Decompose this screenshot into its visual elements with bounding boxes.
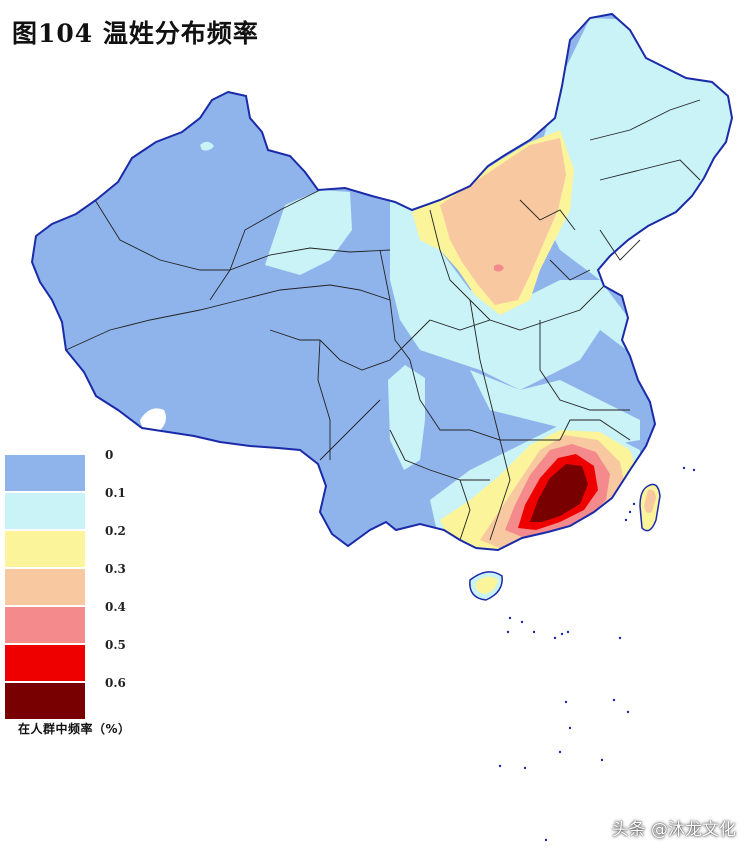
- watermark: 头条 @沐龙文化: [611, 820, 736, 840]
- south-sea-islands: [498, 466, 696, 842]
- zone-north-light: [390, 200, 640, 390]
- legend-caption: 在人群中频率（%）: [18, 722, 131, 736]
- zone-south-darkred: [530, 464, 588, 522]
- zone-north-pink-spot: [494, 264, 504, 272]
- legend-swatch-6: [5, 683, 85, 719]
- national-border: [30, 12, 734, 552]
- legend-label-5: 0.5: [105, 638, 126, 652]
- map-title: 图104 温姓分布频率: [12, 19, 259, 48]
- legend-label-0: 0: [105, 448, 114, 462]
- zone-innermongolia-light: [265, 190, 352, 275]
- legend-swatch-2: [5, 531, 85, 567]
- legend-label-4: 0.4: [105, 600, 126, 614]
- lake-qinghai: [140, 408, 166, 433]
- hainan-yellow: [475, 576, 498, 594]
- legend-label-2: 0.2: [105, 524, 126, 538]
- legend-label-6: 0.6: [105, 676, 126, 690]
- legend-label-3: 0.3: [105, 562, 126, 576]
- legend-swatch-0: [5, 455, 85, 491]
- taiwan-orange: [644, 489, 656, 514]
- legend-swatch-1: [5, 493, 85, 529]
- legend-swatch-3: [5, 569, 85, 605]
- frequency-legend: 0 0.1 0.2 0.3 0.4 0.5 0.6: [5, 448, 155, 719]
- province-borders: [65, 99, 701, 541]
- zone-central-light: [470, 370, 640, 445]
- zone-north-orange: [440, 138, 566, 305]
- legend-label-1: 0.1: [105, 486, 126, 500]
- legend-swatch-5: [5, 645, 85, 681]
- legend-swatch-4: [5, 607, 85, 643]
- zone-xinjiang-spot: [200, 141, 214, 151]
